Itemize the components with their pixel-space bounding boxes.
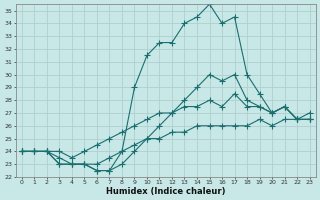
- X-axis label: Humidex (Indice chaleur): Humidex (Indice chaleur): [106, 187, 226, 196]
